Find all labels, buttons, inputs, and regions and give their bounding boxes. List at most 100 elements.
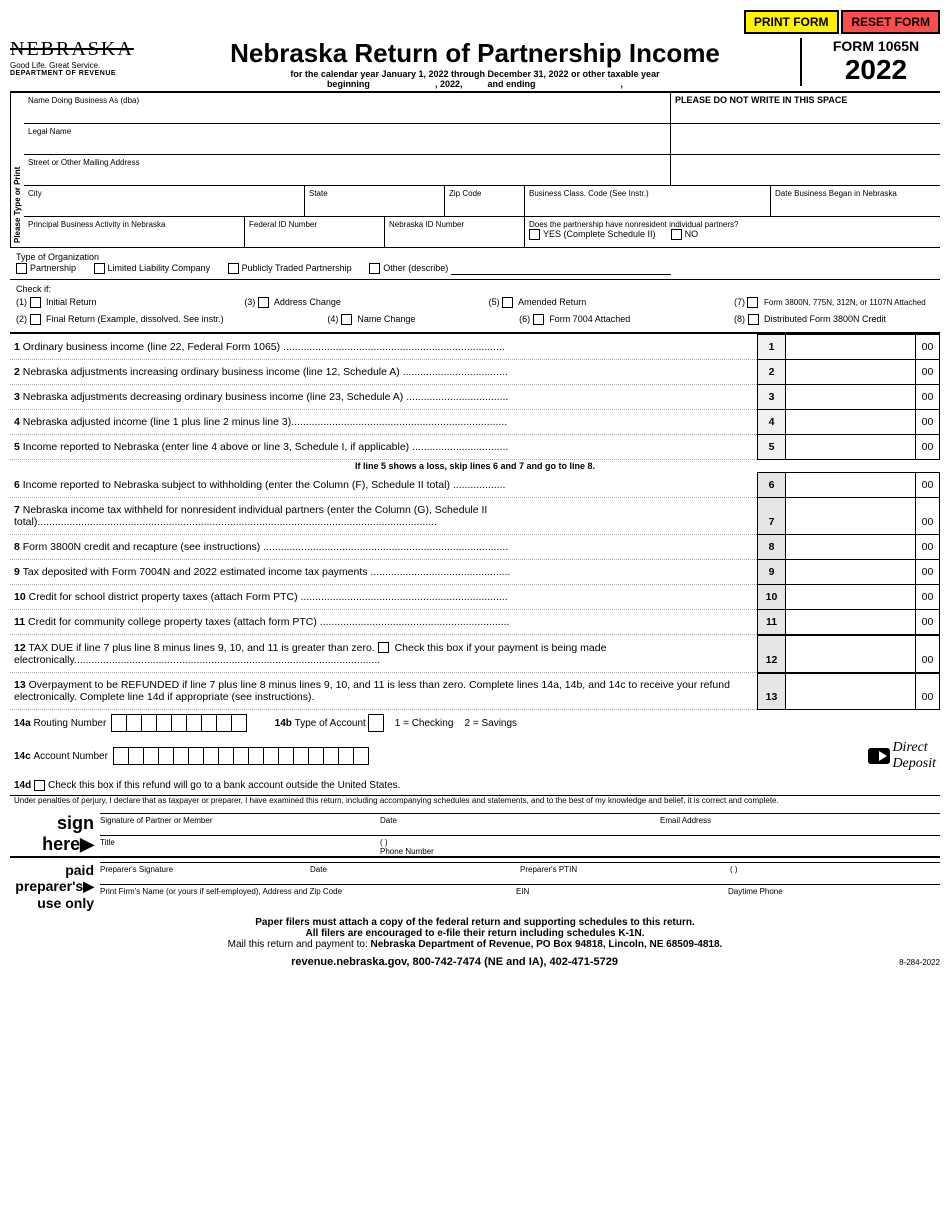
line-1-amount[interactable] [786,335,916,360]
account-cells-cell-8[interactable] [233,747,249,765]
routing-cells-cell-4[interactable] [171,714,187,732]
line-9-amount[interactable] [786,560,916,585]
dba-field[interactable]: Name Doing Business As (dba) [24,93,670,123]
account-cells-cell-3[interactable] [158,747,174,765]
state-field[interactable]: State [304,186,444,216]
routing-cells-cell-3[interactable] [156,714,172,732]
street-field[interactable]: Street or Other Mailing Address [24,155,670,185]
line-2-amount[interactable] [786,360,916,385]
routing-cells-cell-1[interactable] [126,714,142,732]
ci-3-num: (3) [244,297,255,307]
org-llc-checkbox[interactable] [94,263,105,274]
org-partnership-checkbox[interactable] [16,263,27,274]
prep-sig-field[interactable]: Preparer's Signature [100,865,310,874]
line-4-amount[interactable] [786,410,916,435]
line-10-amount[interactable] [786,585,916,610]
line-10-desc: 10 Credit for school district property t… [10,585,758,610]
legal-name-field[interactable]: Legal Name [24,124,670,154]
routing-cells-cell-6[interactable] [201,714,217,732]
daytime-phone-field[interactable]: Daytime Phone [728,887,940,896]
line-12-checkbox[interactable] [378,642,389,653]
line-6-amount[interactable] [786,473,916,498]
sig-date-field[interactable]: Date [380,816,660,825]
city-field[interactable]: City [24,186,304,216]
ci-2-checkbox[interactable] [30,314,41,325]
routing-number-cells[interactable] [112,714,247,732]
account-cells-cell-1[interactable] [128,747,144,765]
line-13-amount[interactable] [786,673,916,710]
ci-4-checkbox[interactable] [341,314,352,325]
routing-cells-cell-5[interactable] [186,714,202,732]
line-12-number: 12 [758,636,786,673]
sig-email-field[interactable]: Email Address [660,816,940,825]
account-cells-cell-14[interactable] [323,747,339,765]
ein-field[interactable]: EIN [516,887,728,896]
line-8-amount[interactable] [786,535,916,560]
sig-title-field[interactable]: Title [100,838,380,856]
zip-field[interactable]: Zip Code [444,186,524,216]
account-cells-cell-11[interactable] [278,747,294,765]
logo-tagline: Good Life. Great Service. [10,61,150,70]
ci-5-checkbox[interactable] [502,297,513,308]
print-form-button[interactable]: PRINT FORM [744,10,839,34]
nebraska-id-field[interactable]: Nebraska ID Number [384,217,524,247]
sig-phone-field[interactable]: ( ) Phone Number [380,838,660,856]
ci-7-checkbox[interactable] [747,297,758,308]
firm-name-field[interactable]: Print Firm's Name (or yours if self-empl… [100,887,516,896]
org-other-input[interactable] [451,262,671,275]
account-cells-cell-0[interactable] [113,747,129,765]
and-ending-label: and ending [488,79,536,89]
activity-field[interactable]: Principal Business Activity in Nebraska [24,217,244,247]
account-cells-cell-10[interactable] [263,747,279,765]
ci-2-num: (2) [16,314,27,324]
line-3-cents: 00 [916,385,940,410]
line-12-amount[interactable] [786,636,916,673]
org-other-checkbox[interactable] [369,263,380,274]
yes-checkbox[interactable] [529,229,540,240]
account-cells-cell-16[interactable] [353,747,369,765]
prep-ptin-lbl: Preparer's PTIN [520,865,577,874]
no-checkbox[interactable] [671,229,682,240]
prep-ptin-field[interactable]: Preparer's PTIN [520,865,730,874]
city-label: City [28,189,42,198]
account-cells-cell-2[interactable] [143,747,159,765]
routing-cells-cell-0[interactable] [111,714,127,732]
line-5-amount[interactable] [786,435,916,460]
reset-form-button[interactable]: RESET FORM [841,10,940,34]
line-7-amount[interactable] [786,498,916,535]
routing-cells-cell-7[interactable] [216,714,232,732]
ci-1-checkbox[interactable] [30,297,41,308]
account-cells-cell-6[interactable] [203,747,219,765]
prep-date-field[interactable]: Date [310,865,520,874]
line-5-cents: 00 [916,435,940,460]
account-cells-cell-4[interactable] [173,747,189,765]
line-3-amount[interactable] [786,385,916,410]
routing-cells-cell-2[interactable] [141,714,157,732]
org-partnership-label: Partnership [30,263,76,273]
account-cells-cell-9[interactable] [248,747,264,765]
date-began-field[interactable]: Date Business Began in Nebraska [770,186,940,216]
prep-phone-paren-field[interactable]: ( ) [730,865,940,874]
org-ptp-checkbox[interactable] [228,263,239,274]
account-cells-cell-7[interactable] [218,747,234,765]
ci-3-checkbox[interactable] [258,297,269,308]
account-cells-cell-15[interactable] [338,747,354,765]
line-6-number: 6 [758,473,786,498]
line-13-num-inline: 13 [14,679,26,691]
l14d-checkbox[interactable] [34,780,45,791]
account-cells-cell-5[interactable] [188,747,204,765]
signature-partner-field[interactable]: Signature of Partner or Member [100,816,380,825]
business-class-field[interactable]: Business Class. Code (See Instr.) [524,186,770,216]
line-11-amount[interactable] [786,610,916,635]
date-range-line: beginning , 2022, and ending , [150,79,800,89]
routing-cells-cell-8[interactable] [231,714,247,732]
account-cells-cell-13[interactable] [308,747,324,765]
firm-lbl: Print Firm's Name (or yours if self-empl… [100,887,342,896]
ci-6-checkbox[interactable] [533,314,544,325]
account-type-box[interactable] [368,714,384,732]
account-cells-cell-12[interactable] [293,747,309,765]
ci-8-checkbox[interactable] [748,314,759,325]
federal-id-field[interactable]: Federal ID Number [244,217,384,247]
account-number-cells[interactable] [114,747,369,765]
logo-dept: DEPARTMENT OF REVENUE [10,70,150,77]
